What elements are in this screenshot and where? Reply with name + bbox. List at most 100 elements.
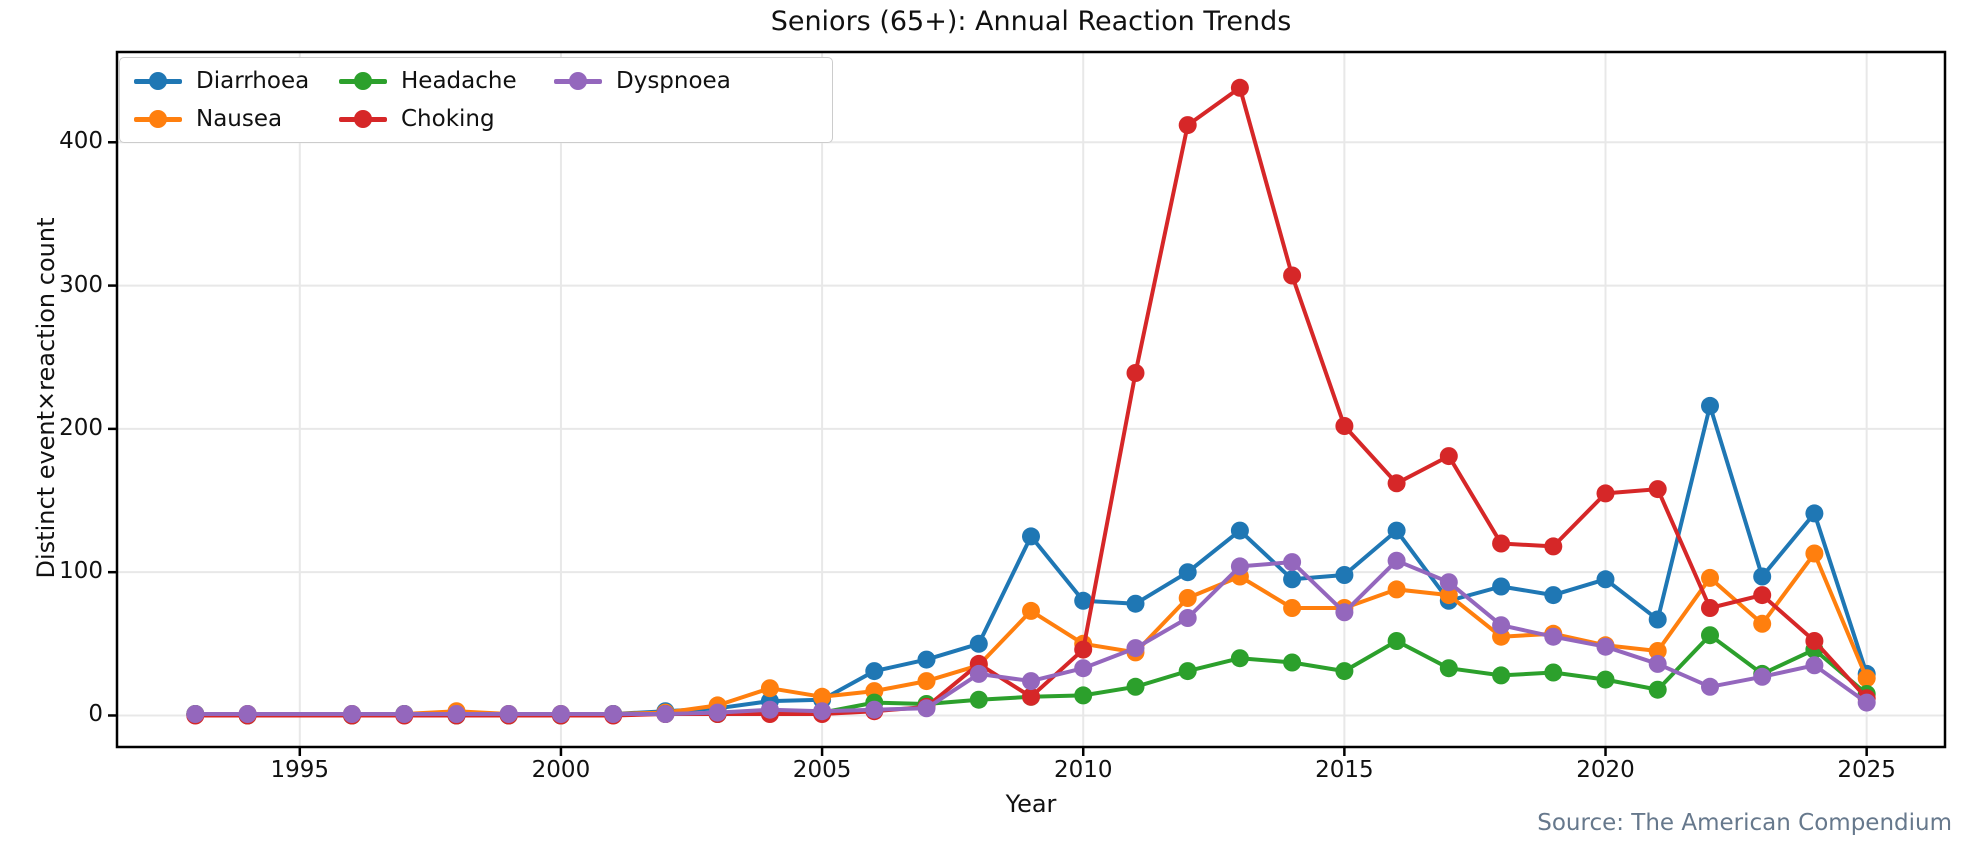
marker-headache-2021: [1648, 680, 1667, 699]
y-tick-label: 100: [59, 558, 103, 585]
marker-choking-2013: [1230, 78, 1249, 97]
marker-diarrhoea-2009: [1022, 527, 1040, 546]
marker-dyspnoea-2005: [813, 702, 832, 721]
y-tick-label: 0: [88, 701, 103, 728]
marker-dyspnoea-2003: [708, 703, 727, 722]
marker-nausea-2005: [813, 687, 832, 706]
marker-dyspnoea-2013: [1230, 557, 1249, 576]
marker-dyspnoea-2000: [551, 705, 570, 723]
legend-label: Nausea: [196, 106, 283, 132]
marker-diarrhoea-2007: [917, 650, 936, 669]
marker-nausea-2016: [1387, 580, 1406, 599]
marker-nausea-2025: [1857, 669, 1876, 688]
data-series: [186, 78, 1876, 725]
legend-marker-headache-icon: [339, 72, 387, 90]
legend: Diarrhoea Nausea Headache Choking Dyspnoea: [119, 57, 833, 143]
marker-dyspnoea-2016: [1387, 551, 1406, 570]
marker-dyspnoea-2002: [656, 705, 675, 723]
legend-item-nausea: Nausea: [134, 106, 339, 132]
marker-diarrhoea-2006: [865, 662, 884, 681]
marker-choking-2024: [1805, 632, 1824, 650]
x-tick-label: 2010: [1053, 757, 1113, 783]
marker-headache-2018: [1492, 666, 1511, 685]
marker-diarrhoea-2019: [1544, 586, 1563, 605]
marker-dyspnoea-2006: [865, 700, 884, 719]
marker-headache-2011: [1126, 677, 1145, 696]
axes-box: [115, 50, 1947, 749]
marker-nausea-2017: [1439, 586, 1458, 605]
marker-diarrhoea-2014: [1283, 570, 1302, 589]
marker-dyspnoea-2010: [1074, 659, 1093, 678]
marker-choking-2018: [1492, 534, 1511, 553]
marker-dyspnoea-2017: [1439, 573, 1458, 592]
marker-nausea-2014: [1283, 599, 1302, 617]
marker-choking-2017: [1439, 447, 1458, 466]
marker-nausea-2021: [1648, 642, 1667, 660]
marker-headache-2012: [1178, 662, 1197, 681]
marker-dyspnoea-2024: [1805, 656, 1824, 675]
marker-dyspnoea-1999: [499, 705, 518, 723]
legend-item-diarrhoea: Diarrhoea: [134, 68, 339, 94]
marker-nausea-2022: [1701, 568, 1719, 587]
legend-label: Headache: [401, 68, 517, 94]
marker-dyspnoea-1998: [447, 705, 466, 723]
legend-item-headache: Headache: [339, 68, 554, 94]
marker-dyspnoea-2014: [1283, 553, 1302, 572]
legend-item-choking: Choking: [339, 106, 554, 132]
marker-choking-2021: [1648, 480, 1667, 499]
marker-diarrhoea-2024: [1805, 504, 1824, 523]
marker-choking-2019: [1544, 537, 1563, 556]
y-tick-label: 400: [59, 128, 103, 155]
marker-nausea-2024: [1805, 544, 1824, 563]
marker-dyspnoea-2019: [1544, 627, 1563, 646]
x-tick-label: 2020: [1576, 757, 1635, 783]
plot-border: [115, 50, 1947, 749]
marker-dyspnoea-2011: [1126, 639, 1145, 658]
line-diarrhoea: [193, 403, 1869, 716]
marker-choking-2015: [1335, 417, 1354, 435]
marker-choking-2009: [1022, 687, 1040, 706]
chart-title: Seniors (65+): Annual Reaction Trends: [770, 6, 1292, 37]
marker-choking-2016: [1387, 474, 1406, 493]
gridlines: [117, 52, 1945, 747]
line-choking: [193, 85, 1869, 718]
legend-label: Choking: [401, 106, 495, 132]
marker-nausea-2009: [1022, 601, 1040, 620]
marker-diarrhoea-2016: [1387, 521, 1406, 540]
marker-diarrhoea-2015: [1335, 566, 1354, 584]
marker-nausea-2012: [1178, 589, 1197, 607]
legend-label: Dyspnoea: [616, 68, 731, 94]
marker-choking-2023: [1753, 586, 1772, 605]
x-tick-label: 2025: [1837, 757, 1896, 783]
marker-headache-2019: [1544, 663, 1563, 682]
marker-headache-2013: [1230, 649, 1249, 668]
x-axis-label: Year: [1005, 790, 1057, 818]
marker-dyspnoea-2021: [1648, 654, 1667, 673]
marker-dyspnoea-2023: [1753, 667, 1772, 686]
marker-diarrhoea-2018: [1492, 577, 1511, 596]
marker-diarrhoea-2013: [1230, 521, 1249, 540]
marker-diarrhoea-2022: [1701, 396, 1719, 415]
marker-dyspnoea-2012: [1178, 609, 1197, 627]
marker-diarrhoea-2020: [1596, 570, 1615, 589]
marker-dyspnoea-2022: [1701, 677, 1719, 696]
y-tick-label: 200: [59, 414, 103, 441]
marker-diarrhoea-2021: [1648, 610, 1667, 629]
x-tick-label: 2015: [1315, 757, 1374, 783]
x-tick-label: 2005: [792, 757, 852, 783]
y-axis-label: Distinct event×reaction count: [32, 217, 60, 579]
legend-marker-nausea-icon: [134, 110, 182, 128]
marker-dyspnoea-2015: [1335, 603, 1354, 622]
marker-diarrhoea-2023: [1753, 567, 1772, 586]
legend-marker-choking-icon: [339, 110, 387, 128]
source-note: Source: The American Compendium: [1537, 810, 1952, 836]
marker-headache-2015: [1335, 662, 1354, 681]
marker-nausea-2004: [760, 679, 779, 698]
marker-choking-2014: [1283, 266, 1302, 285]
marker-choking-2010: [1074, 640, 1093, 659]
marker-nausea-2023: [1753, 614, 1772, 633]
marker-headache-2010: [1074, 686, 1093, 705]
tick-marks: [108, 141, 1868, 756]
marker-headache-2008: [969, 690, 988, 709]
